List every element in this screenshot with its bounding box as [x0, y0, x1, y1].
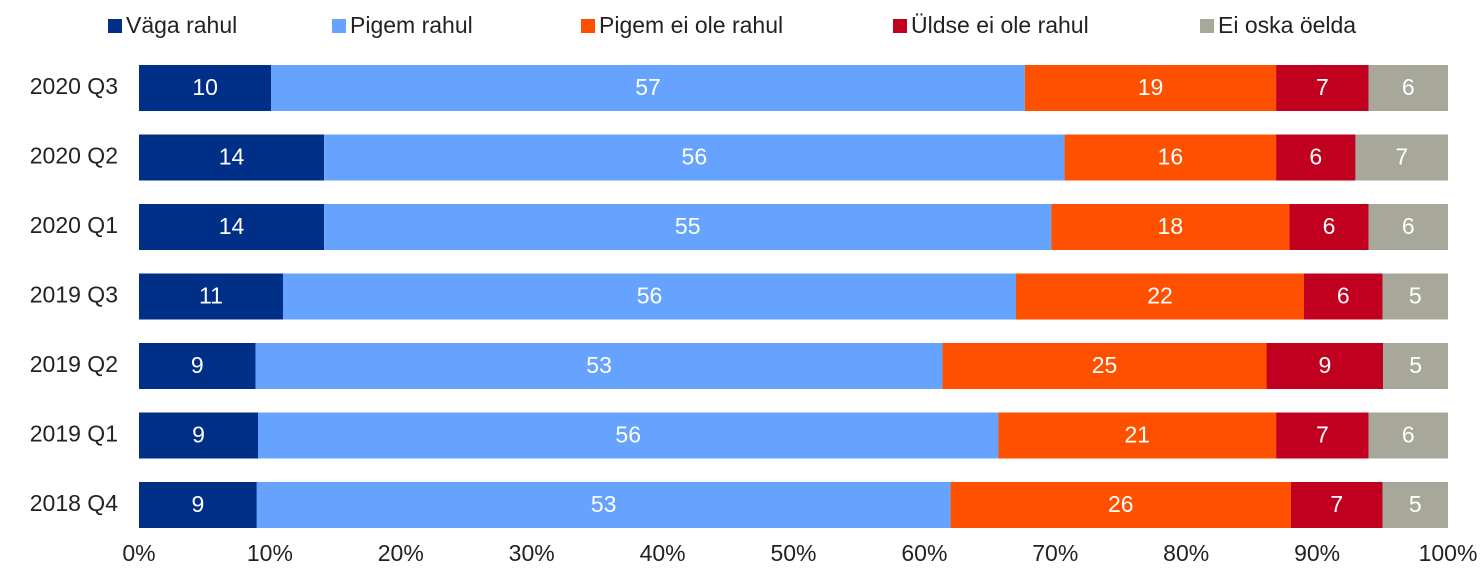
legend-label: Üldse ei ole rahul [911, 12, 1089, 38]
data-label: 53 [591, 491, 617, 517]
bar-segment [942, 343, 1267, 389]
x-tick-label: 60% [901, 540, 947, 566]
x-tick-label: 50% [770, 540, 816, 566]
bar-segment [1368, 412, 1448, 459]
bar-segment [1276, 65, 1369, 111]
bar-segment [1276, 412, 1369, 459]
data-label: 55 [675, 213, 701, 239]
data-label: 53 [586, 352, 612, 378]
data-label: 14 [219, 144, 245, 170]
data-label: 18 [1158, 213, 1184, 239]
data-label: 57 [635, 74, 661, 100]
legend-swatch [108, 19, 122, 33]
data-label: 9 [191, 352, 204, 378]
bar-segment [324, 204, 1052, 250]
bar-segment [1382, 482, 1448, 528]
data-label: 26 [1108, 491, 1134, 517]
bar-segment [1355, 134, 1448, 181]
legend-swatch [893, 19, 907, 33]
data-label: 9 [192, 422, 205, 448]
bar-segment [1304, 273, 1383, 320]
x-tick-label: 80% [1163, 540, 1209, 566]
bar-segment [1016, 273, 1305, 320]
data-label: 5 [1409, 352, 1422, 378]
bar-segment [1382, 273, 1448, 320]
bar-segment [1368, 65, 1448, 111]
data-label: 7 [1330, 491, 1343, 517]
bar-segment [324, 134, 1065, 181]
data-label: 25 [1092, 352, 1118, 378]
x-tick-label: 10% [247, 540, 293, 566]
data-label: 6 [1309, 144, 1322, 170]
y-tick-label: 2019 Q2 [30, 351, 118, 377]
bar-segment [271, 65, 1025, 111]
bar-segment [139, 482, 257, 528]
bar-segment [1290, 482, 1383, 528]
legend-label: Ei oska öelda [1218, 12, 1356, 38]
data-label: 6 [1323, 213, 1336, 239]
bar-segment [998, 412, 1277, 459]
data-label: 19 [1138, 74, 1164, 100]
bar-segment [258, 412, 999, 459]
bar-segment [1024, 65, 1277, 111]
bar-segment [139, 204, 325, 250]
data-label: 11 [199, 283, 223, 309]
bar-segment [1289, 204, 1369, 250]
data-label: 56 [637, 283, 663, 309]
y-tick-label: 2018 Q4 [30, 490, 118, 516]
x-tick-label: 70% [1032, 540, 1078, 566]
bar-segment [1368, 204, 1448, 250]
data-label: 5 [1409, 283, 1422, 309]
data-label: 6 [1337, 283, 1350, 309]
data-label: 56 [682, 144, 708, 170]
data-label: 6 [1402, 422, 1415, 448]
data-label: 16 [1158, 144, 1184, 170]
bar-segment [139, 343, 256, 389]
bar-segment [950, 482, 1291, 528]
bar-segment [139, 412, 258, 459]
y-tick-label: 2020 Q2 [30, 143, 118, 169]
data-label: 9 [1318, 352, 1331, 378]
y-tick-label: 2019 Q1 [30, 421, 118, 447]
data-label: 9 [192, 491, 205, 517]
data-label: 22 [1147, 283, 1173, 309]
bar-segment [256, 482, 951, 528]
y-tick-label: 2019 Q3 [30, 282, 118, 308]
data-label: 6 [1402, 74, 1415, 100]
data-label: 56 [615, 422, 641, 448]
data-label: 7 [1395, 144, 1408, 170]
legend-label: Väga rahul [126, 12, 237, 38]
bar-segment [1051, 204, 1290, 250]
legend-swatch [332, 19, 346, 33]
y-tick-label: 2020 Q3 [30, 73, 118, 99]
bar-segment [1383, 343, 1448, 389]
x-tick-label: 20% [378, 540, 424, 566]
x-tick-label: 40% [640, 540, 686, 566]
legend-swatch [581, 19, 595, 33]
bar-segment [1276, 134, 1356, 181]
bar-segment [255, 343, 943, 389]
x-tick-label: 100% [1419, 540, 1478, 566]
legend-label: Pigem rahul [350, 12, 473, 38]
data-label: 7 [1316, 74, 1329, 100]
y-tick-label: 2020 Q1 [30, 212, 118, 238]
legend-label: Pigem ei ole rahul [599, 12, 783, 38]
x-tick-label: 30% [509, 540, 555, 566]
bar-segment [1266, 343, 1384, 389]
bar-segment [139, 273, 283, 320]
data-label: 10 [192, 74, 218, 100]
bar-segment [282, 273, 1017, 320]
data-label: 5 [1409, 491, 1422, 517]
data-label: 7 [1316, 422, 1329, 448]
x-tick-label: 90% [1294, 540, 1340, 566]
x-tick-label: 0% [122, 540, 155, 566]
bar-segment [1064, 134, 1277, 181]
data-label: 21 [1124, 422, 1150, 448]
bar-segment [139, 134, 325, 181]
data-label: 14 [219, 213, 245, 239]
bar-segment [139, 65, 272, 111]
data-label: 6 [1402, 213, 1415, 239]
legend-swatch [1200, 19, 1214, 33]
